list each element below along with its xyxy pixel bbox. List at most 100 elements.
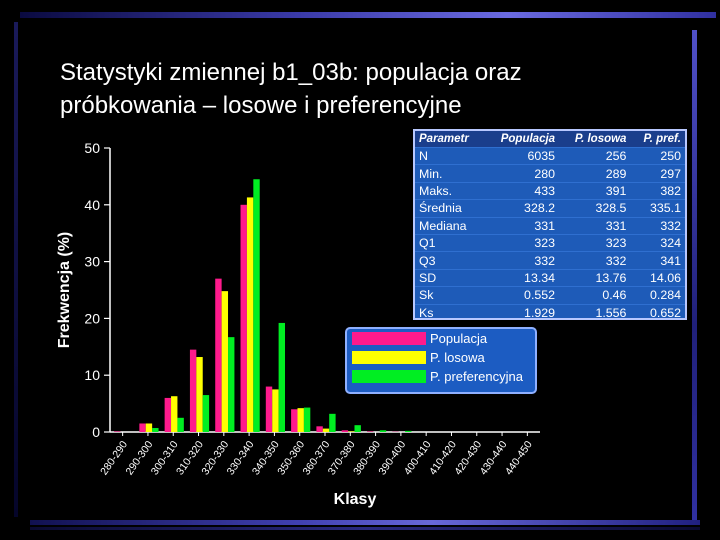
stats-value: 331	[484, 216, 560, 235]
stats-value: 331	[559, 216, 631, 235]
stats-row: Maks. 433 391 382	[415, 181, 685, 200]
slide-frame-bottom	[30, 520, 700, 525]
bar-0-1	[139, 423, 146, 432]
bar-0-2	[164, 397, 172, 432]
bar-0-7	[291, 409, 298, 432]
stats-value: 0.46	[559, 286, 631, 305]
bar-1-8	[322, 428, 330, 432]
stats-value: 341	[630, 251, 685, 270]
slide-frame-bottom-accent	[30, 527, 700, 530]
stats-value: 328.2	[484, 199, 560, 218]
stats-param-name: Q3	[415, 251, 485, 270]
legend-item-preferencyjna: P. preferencyjna	[352, 367, 535, 386]
stats-param-name: Maks.	[415, 181, 485, 200]
legend-swatch-populacja	[352, 332, 426, 345]
stats-row: Q1 323 323 324	[415, 233, 685, 252]
bar-2-3	[202, 395, 210, 432]
bar-1-9	[348, 431, 355, 432]
stats-row: Sk 0.552 0.46 0.284	[415, 286, 685, 305]
y-tick-label: 0	[92, 424, 100, 440]
bar-2-10	[379, 430, 387, 432]
bar-1-6	[272, 389, 279, 432]
legend-swatch-losowa	[352, 351, 426, 364]
bar-1-3	[196, 357, 203, 432]
bar-2-2	[177, 417, 184, 432]
stats-row: Q3 332 332 341	[415, 251, 685, 270]
stats-header-row: Parametr Populacja P. losowa P. pref.	[415, 131, 685, 148]
slide-title: Statystyki zmiennej b1_03b: populacja or…	[60, 56, 660, 122]
slide-frame-top	[20, 12, 716, 18]
bar-0-8	[316, 426, 323, 432]
stats-row: Mediana 331 331 332	[415, 216, 685, 235]
bar-2-5	[253, 179, 260, 432]
stats-value: 332	[630, 216, 685, 235]
legend-label-preferencyjna: P. preferencyjna	[430, 369, 523, 384]
stats-param-name: Q1	[415, 233, 485, 252]
stats-value: 391	[559, 181, 631, 200]
slide-title-line1: Statystyki zmiennej b1_03b: populacja or…	[60, 59, 522, 86]
bar-1-2	[171, 396, 178, 432]
stats-value: 13.76	[559, 268, 631, 287]
legend-label-populacja: Populacja	[430, 331, 488, 346]
stats-row: Min. 280 289 297	[415, 164, 685, 183]
bar-0-4	[215, 278, 222, 432]
bar-0-3	[189, 349, 197, 432]
stats-param-name: Sk	[415, 286, 485, 305]
stats-param-name: N	[415, 146, 485, 165]
legend-label-losowa: P. losowa	[430, 350, 485, 365]
bar-0-5	[240, 204, 247, 432]
stats-row: Średnia 328.2 328.5 335.1	[415, 199, 685, 218]
y-tick-label: 20	[84, 310, 100, 326]
stats-value: 1.929	[484, 303, 560, 321]
bar-2-4	[228, 337, 235, 432]
bar-2-1	[152, 428, 159, 432]
stats-value: 323	[559, 233, 631, 252]
legend-swatch-preferencyjna	[352, 370, 426, 383]
bar-2-11	[405, 430, 412, 432]
bar-2-8	[329, 413, 336, 432]
stats-value: 324	[630, 233, 685, 252]
stats-value: 250	[630, 146, 685, 165]
slide-frame-left	[14, 22, 18, 517]
stats-header-losowa: P. losowa	[559, 131, 631, 148]
legend-item-losowa: P. losowa	[352, 348, 535, 367]
stats-value: 0.652	[630, 303, 685, 321]
y-axis-label: Frekwencja (%)	[56, 232, 73, 348]
stats-value: 323	[484, 233, 560, 252]
stats-value: 14.06	[630, 268, 685, 287]
bar-1-5	[246, 197, 254, 432]
bar-1-7	[297, 408, 304, 432]
stats-value: 13.34	[484, 268, 560, 287]
stats-param-name: SD	[415, 268, 485, 287]
stats-body: N 6035 256 250 Min. 280 289 297 Maks. 433 391 382 Śr…	[415, 146, 685, 321]
slide-frame-right	[692, 30, 697, 522]
slide-title-line2: próbkowania – losowe i preferencyjne	[60, 92, 462, 119]
stats-value: 335.1	[630, 199, 685, 218]
bar-0-6	[265, 386, 273, 432]
bar-2-6	[278, 322, 286, 432]
stats-param-name: Średnia	[415, 199, 485, 218]
bar-1-1	[145, 423, 153, 432]
bar-0-0	[114, 431, 121, 432]
stats-value: 256	[559, 146, 631, 165]
stats-value: 297	[630, 164, 685, 183]
stats-param-name: Min.	[415, 164, 485, 183]
stats-value: 433	[484, 181, 560, 200]
chart-legend: Populacja P. losowa P. preferencyjna	[345, 327, 537, 394]
stats-row: Ks 1.929 1.556 0.652	[415, 303, 685, 321]
stats-value: 382	[630, 181, 685, 200]
stats-value: 0.284	[630, 286, 685, 305]
y-tick-label: 10	[84, 367, 100, 383]
bar-2-9	[354, 425, 361, 432]
stats-param-name: Ks	[415, 303, 485, 321]
legend-item-populacja: Populacja	[352, 329, 535, 348]
stats-header-pref: P. pref.	[630, 131, 685, 148]
stats-param-name: Mediana	[415, 216, 485, 235]
stats-value: 328.5	[559, 199, 631, 218]
bar-2-7	[303, 407, 311, 432]
stats-value: 289	[559, 164, 631, 183]
y-tick-label: 50	[84, 140, 100, 156]
stats-value: 332	[559, 251, 631, 270]
